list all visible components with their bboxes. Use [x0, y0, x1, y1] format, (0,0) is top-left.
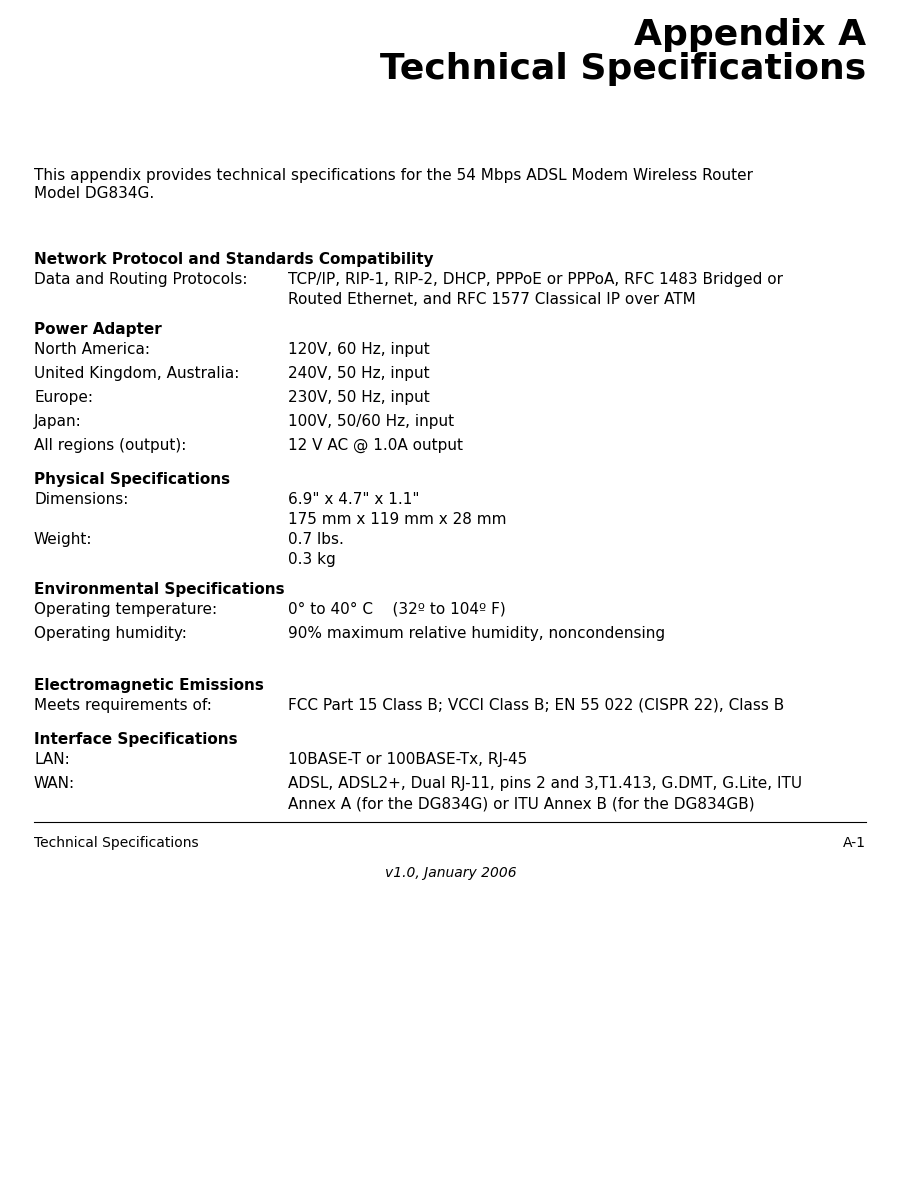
- Text: 0.7 lbs.
0.3 kg: 0.7 lbs. 0.3 kg: [288, 533, 344, 567]
- Text: ADSL, ADSL2+, Dual RJ-11, pins 2 and 3,T1.413, G.DMT, G.Lite, ITU
Annex A (for t: ADSL, ADSL2+, Dual RJ-11, pins 2 and 3,T…: [288, 776, 802, 812]
- Text: Europe:: Europe:: [34, 390, 93, 405]
- Text: United Kingdom, Australia:: United Kingdom, Australia:: [34, 367, 240, 381]
- Text: A-1: A-1: [843, 836, 866, 850]
- Text: 6.9" x 4.7" x 1.1"
175 mm x 119 mm x 28 mm: 6.9" x 4.7" x 1.1" 175 mm x 119 mm x 28 …: [288, 492, 506, 528]
- Text: Operating temperature:: Operating temperature:: [34, 602, 217, 617]
- Text: Meets requirements of:: Meets requirements of:: [34, 698, 212, 713]
- Text: All regions (output):: All regions (output):: [34, 438, 187, 453]
- Text: 12 V AC @ 1.0A output: 12 V AC @ 1.0A output: [288, 438, 463, 454]
- Text: 120V, 60 Hz, input: 120V, 60 Hz, input: [288, 341, 430, 357]
- Text: Model DG834G.: Model DG834G.: [34, 186, 154, 201]
- Text: LAN:: LAN:: [34, 752, 69, 767]
- Text: 0° to 40° C    (32º to 104º F): 0° to 40° C (32º to 104º F): [288, 602, 505, 617]
- Text: WAN:: WAN:: [34, 776, 75, 790]
- Text: Weight:: Weight:: [34, 533, 93, 547]
- Text: Appendix A: Appendix A: [634, 18, 866, 53]
- Text: Technical Specifications: Technical Specifications: [379, 53, 866, 86]
- Text: Operating humidity:: Operating humidity:: [34, 626, 187, 641]
- Text: 100V, 50/60 Hz, input: 100V, 50/60 Hz, input: [288, 414, 454, 429]
- Text: Technical Specifications: Technical Specifications: [34, 836, 198, 850]
- Text: Interface Specifications: Interface Specifications: [34, 732, 238, 747]
- Text: 10BASE-T or 100BASE-Tx, RJ-45: 10BASE-T or 100BASE-Tx, RJ-45: [288, 752, 527, 767]
- Text: Electromagnetic Emissions: Electromagnetic Emissions: [34, 678, 264, 693]
- Text: Dimensions:: Dimensions:: [34, 492, 128, 507]
- Text: Data and Routing Protocols:: Data and Routing Protocols:: [34, 272, 248, 287]
- Text: TCP/IP, RIP-1, RIP-2, DHCP, PPPoE or PPPoA, RFC 1483 Bridged or
Routed Ethernet,: TCP/IP, RIP-1, RIP-2, DHCP, PPPoE or PPP…: [288, 272, 783, 307]
- Text: North America:: North America:: [34, 341, 150, 357]
- Text: FCC Part 15 Class B; VCCI Class B; EN 55 022 (CISPR 22), Class B: FCC Part 15 Class B; VCCI Class B; EN 55…: [288, 698, 784, 713]
- Text: Network Protocol and Standards Compatibility: Network Protocol and Standards Compatibi…: [34, 252, 433, 267]
- Text: This appendix provides technical specifications for the 54 Mbps ADSL Modem Wirel: This appendix provides technical specifi…: [34, 168, 753, 183]
- Text: 230V, 50 Hz, input: 230V, 50 Hz, input: [288, 390, 430, 405]
- Text: Environmental Specifications: Environmental Specifications: [34, 581, 285, 597]
- Text: Japan:: Japan:: [34, 414, 82, 429]
- Text: 90% maximum relative humidity, noncondensing: 90% maximum relative humidity, nonconden…: [288, 626, 665, 641]
- Text: Physical Specifications: Physical Specifications: [34, 472, 230, 487]
- Text: 240V, 50 Hz, input: 240V, 50 Hz, input: [288, 367, 430, 381]
- Text: Power Adapter: Power Adapter: [34, 322, 162, 337]
- Text: v1.0, January 2006: v1.0, January 2006: [385, 866, 516, 880]
